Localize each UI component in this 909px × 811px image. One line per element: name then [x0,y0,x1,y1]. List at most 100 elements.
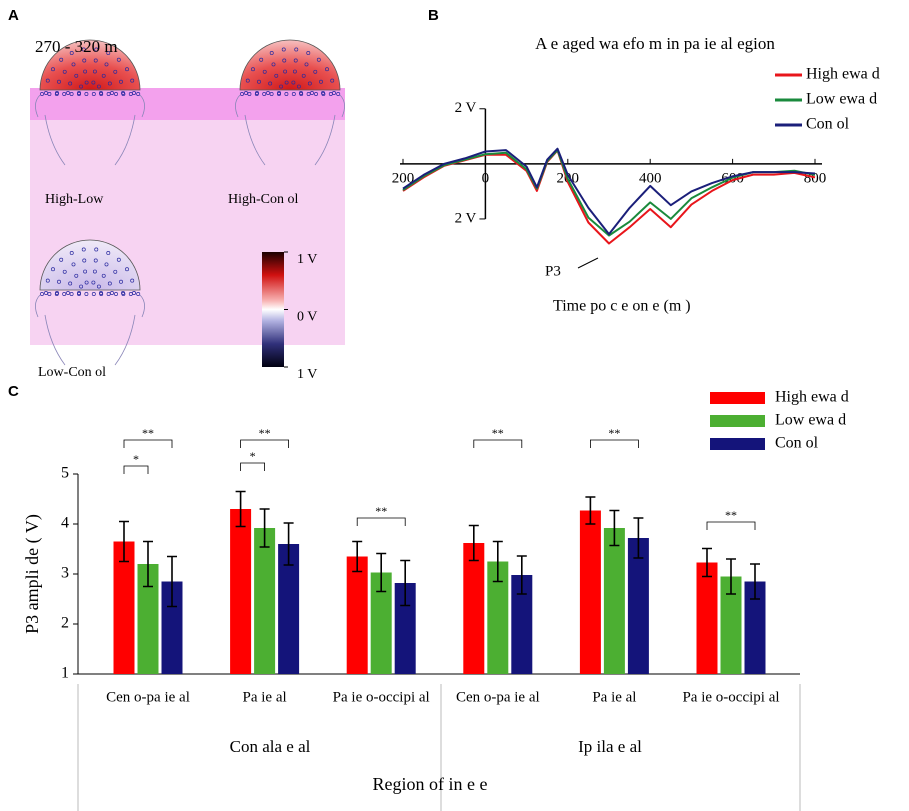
electrode [307,81,312,86]
legend-swatch [710,438,765,450]
electrode [107,81,112,86]
x-tick-label: 400 [639,170,662,186]
error-bar [283,522,294,566]
x-tick-label: Pa ie o-occipi al [682,689,779,705]
electrode [277,92,281,96]
electrode [106,292,111,296]
bar [487,561,509,674]
electrode [128,92,133,96]
map-label: High-Low [45,192,104,207]
panel-letter: C [8,383,19,400]
panel-letter: A [8,7,19,24]
electrode [74,73,79,78]
electrode [125,67,129,72]
error-bar [259,508,270,548]
electrode [45,78,50,83]
electrode [62,92,67,96]
significance-bracket [473,439,523,448]
error-bar [609,509,620,547]
electrode [257,79,261,84]
significance-bracket [240,462,265,471]
significance-label: ** [142,426,154,440]
background [30,88,345,345]
electrode [284,80,289,85]
x-tick-label: Pa ie al [592,689,636,705]
electrode [306,92,311,96]
electrode [136,292,141,296]
bar [254,528,276,674]
electrode [125,267,129,272]
electrode [47,292,52,296]
bar [511,575,533,674]
electrode [245,78,250,83]
map-label: Low-Con ol [38,365,106,380]
significance-label: ** [259,426,271,440]
y-tick-label: 1 [61,665,69,682]
topomap-panel [30,39,345,367]
x-tick-label: 0 [482,170,490,186]
electrode [313,69,318,74]
electrode [240,92,244,96]
x-axis-label: Region of in e e [373,774,488,794]
electrode [84,80,89,85]
legend-label: Con ol [775,435,819,452]
electrode [254,92,259,96]
electrode [59,257,64,262]
electrode [84,292,89,296]
electrode [101,73,106,78]
error-bar [235,490,246,528]
bar [161,581,183,674]
electrode [69,292,74,296]
electrode [104,262,109,267]
electrode [91,292,96,296]
error-bar [143,540,153,588]
electrode [83,69,88,74]
legend-label: High ewa d [806,66,880,83]
electrode [101,273,106,278]
electrode [304,62,309,67]
electrode [328,92,333,96]
electrode [116,257,121,262]
electrode [291,92,296,96]
legend-label: Con ol [806,116,850,133]
electrode [79,284,84,289]
bar [394,583,416,674]
electrode [45,278,50,283]
y-tick-label: 4 [61,515,69,532]
electrode [57,79,61,84]
electrode [69,251,74,255]
heads [35,39,345,366]
electrode [119,279,123,284]
electrode [62,292,67,296]
electrode [79,84,84,89]
bar [230,509,252,674]
bar [137,564,159,674]
electrode [244,91,248,95]
x-tick-label: Pa ie al [243,689,287,705]
group-label: Con ala e al [230,737,311,756]
y-tick-label: 3 [61,565,69,582]
error-bar [516,555,527,595]
y-tick-label: 2 [61,615,69,632]
electrode [114,92,118,96]
electrode [281,47,286,52]
error-bar [167,555,177,608]
significance-label: ** [725,508,737,522]
group-label: Ip ila e al [578,737,642,756]
electrode [57,279,61,284]
x-tick-label: Cen o-pa ie al [106,689,190,705]
electrode [44,91,48,95]
electrode [51,67,55,72]
electrode [114,292,118,296]
electrode [269,92,274,96]
annotation-pointer [577,257,599,269]
head-map [39,239,141,291]
error-bar [119,520,129,563]
electrode [94,47,99,52]
electrode [128,292,133,296]
electrode [268,81,273,86]
electrode [294,47,299,52]
electrode [279,84,284,89]
error-bar [726,558,736,595]
